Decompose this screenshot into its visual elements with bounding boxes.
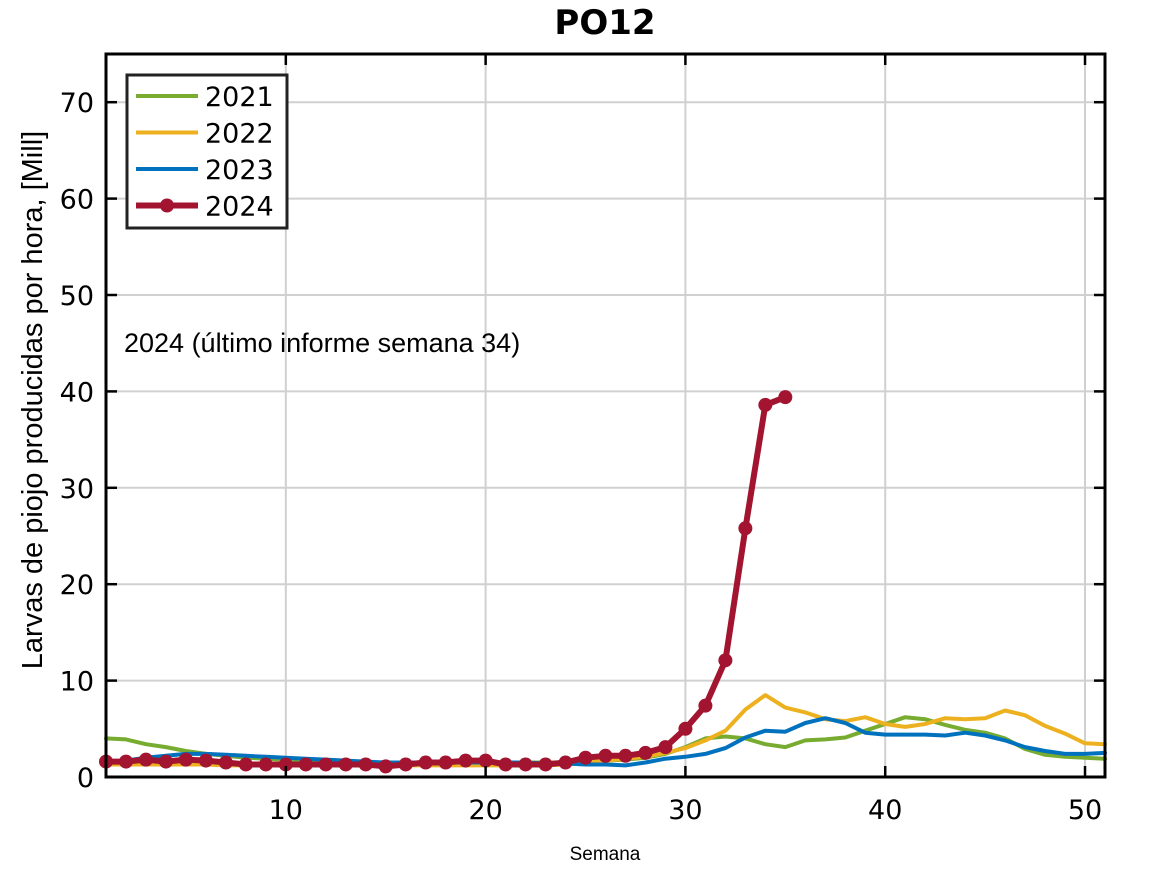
legend-label-2023: 2023 — [205, 155, 274, 186]
data-point-2024 — [558, 755, 573, 770]
y-tick-label: 30 — [60, 474, 94, 505]
y-tick-label: 10 — [60, 667, 94, 698]
plot-frame — [104, 52, 1107, 779]
x-tick-label: 10 — [269, 795, 303, 826]
data-point-2024 — [378, 759, 393, 774]
data-point-2024 — [738, 521, 753, 536]
data-point-2024 — [658, 740, 673, 755]
y-tick-label: 50 — [60, 281, 94, 312]
axis-ticks: 10 20 30 40 50 0 10 20 30 40 50 60 70 — [60, 54, 1105, 826]
chart-annotation: 2024 (último informe semana 34) — [124, 328, 520, 358]
x-tick-label: 20 — [468, 795, 502, 826]
series-layer — [99, 390, 1107, 774]
data-point-2024 — [158, 754, 173, 769]
data-point-2024 — [578, 750, 593, 765]
data-point-2024 — [338, 757, 353, 772]
chart-title: PO12 — [554, 3, 655, 43]
data-point-2024 — [678, 721, 693, 736]
legend-label-2022: 2022 — [205, 119, 274, 150]
data-point-2024 — [498, 757, 513, 772]
data-point-2024 — [618, 748, 633, 763]
data-point-2024 — [518, 757, 533, 772]
y-axis-label: Larvas de piojo producidas por hora, [Mi… — [17, 131, 49, 669]
data-point-2024 — [718, 653, 733, 668]
data-point-2024 — [698, 698, 713, 713]
data-point-2024 — [198, 753, 213, 768]
data-point-2024 — [258, 757, 273, 772]
series-line-2024 — [103, 394, 789, 770]
y-tick-label: 20 — [60, 570, 94, 601]
data-point-2024 — [218, 755, 233, 770]
legend-label-2021: 2021 — [205, 82, 274, 113]
x-axis-label: Semana — [570, 844, 641, 865]
data-point-2024 — [358, 757, 373, 772]
data-point-2024 — [478, 753, 493, 768]
legend-label-2024: 2024 — [205, 192, 274, 223]
data-point-2024 — [598, 748, 613, 763]
data-point-2024 — [298, 757, 313, 772]
data-point-2024 — [418, 755, 433, 770]
data-point-2024 — [118, 754, 133, 769]
x-tick-label: 30 — [668, 795, 702, 826]
data-point-2024 — [238, 757, 253, 772]
x-tick-label: 40 — [868, 795, 902, 826]
data-point-2024 — [778, 390, 793, 405]
y-tick-label: 0 — [77, 763, 94, 794]
legend-marker-2024 — [160, 198, 174, 213]
legend: 2021 2022 2023 2024 — [125, 73, 289, 230]
data-point-2024 — [758, 397, 773, 412]
data-point-2024 — [538, 757, 553, 772]
series-line-2023 — [104, 716, 1107, 768]
data-point-2024 — [638, 745, 653, 760]
y-tick-label: 40 — [60, 377, 94, 408]
y-tick-label: 60 — [60, 185, 94, 216]
data-point-2024 — [438, 755, 453, 770]
data-point-2024 — [278, 757, 293, 772]
y-tick-label: 70 — [60, 88, 94, 119]
data-point-2024 — [458, 753, 473, 768]
data-point-2024 — [178, 752, 193, 767]
data-point-2024 — [138, 752, 153, 767]
data-point-2024 — [398, 757, 413, 772]
x-tick-label: 50 — [1068, 795, 1102, 826]
data-point-2024 — [318, 757, 333, 772]
